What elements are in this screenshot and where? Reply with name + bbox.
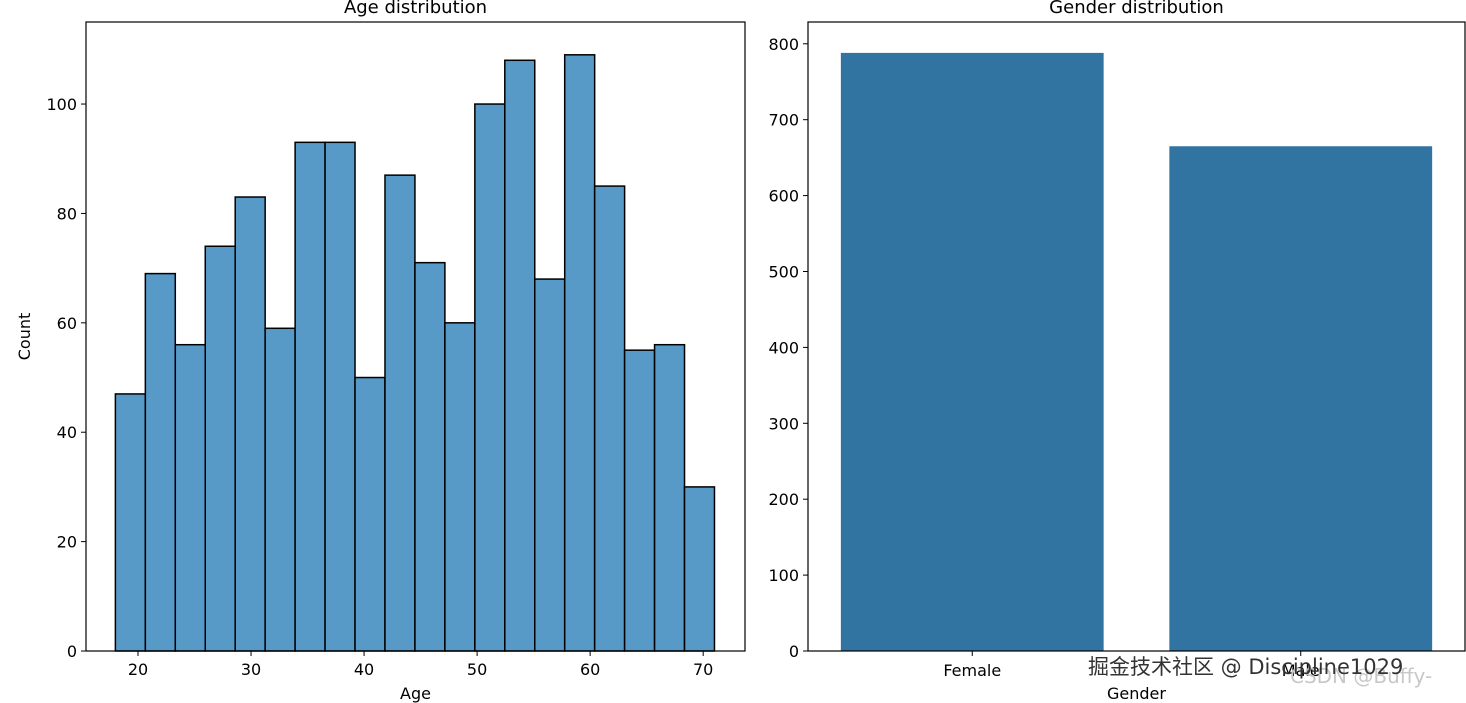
histogram-bar	[444, 322, 476, 652]
bar	[1169, 146, 1433, 652]
histogram-bar	[144, 272, 177, 652]
y-tick-label: 600	[768, 187, 799, 206]
y-tick-label: 200	[768, 490, 799, 509]
watermark: CSDN @Buffy-	[1290, 664, 1432, 688]
y-tick-label: 0	[789, 642, 799, 661]
x-tick-label: 50	[467, 660, 487, 679]
x-tick-label: Male	[1282, 661, 1320, 680]
y-tick-label: 80	[57, 204, 77, 223]
y-axis-label: Count	[15, 313, 34, 361]
x-axis-label: Gender	[1107, 684, 1166, 703]
y-tick-label: 20	[57, 533, 77, 552]
x-tick-label: 60	[580, 660, 600, 679]
histogram-bar	[683, 486, 716, 652]
y-tick-label: 700	[768, 111, 799, 130]
histogram-bar	[114, 393, 147, 652]
histogram-bar	[294, 141, 326, 652]
histogram-bar	[534, 278, 566, 652]
watermark: 掘金技术社区 @ Discipline1029	[1088, 655, 1403, 679]
bar	[840, 52, 1104, 652]
histogram-bar	[653, 343, 686, 652]
histogram-bar	[354, 376, 386, 652]
x-tick-label: Female	[943, 661, 1001, 680]
histogram-bar	[174, 343, 207, 652]
chart-title: Gender distribution	[1049, 0, 1224, 18]
y-tick-label: 800	[768, 35, 799, 54]
y-tick-label: 400	[768, 338, 799, 357]
histogram-bar	[204, 245, 236, 652]
y-tick-label: 40	[57, 423, 77, 442]
y-tick-label: 100	[46, 95, 77, 114]
x-tick-label: 30	[241, 660, 261, 679]
x-tick-label: 70	[693, 660, 713, 679]
x-tick-label: 40	[354, 660, 374, 679]
histogram-bar	[234, 196, 266, 652]
histogram-bar	[593, 185, 626, 652]
x-tick-label: 20	[128, 660, 148, 679]
chart-title: Age distribution	[344, 0, 487, 18]
y-tick-label: 300	[768, 414, 799, 433]
histogram-bar	[623, 349, 656, 652]
axes-frame	[807, 21, 1466, 652]
histogram-bar	[264, 327, 296, 652]
histogram-bar	[563, 54, 596, 652]
y-tick-label: 60	[57, 314, 77, 333]
x-axis-label: Age	[400, 684, 431, 703]
y-tick-label: 500	[768, 262, 799, 281]
histogram-bar	[324, 141, 356, 652]
axes-frame	[85, 21, 746, 652]
y-tick-label: 100	[768, 566, 799, 585]
y-tick-label: 0	[67, 642, 77, 661]
histogram-bar	[474, 103, 506, 652]
histogram-bar	[384, 174, 416, 652]
histogram-bar	[414, 261, 446, 652]
histogram-bar	[504, 59, 536, 652]
